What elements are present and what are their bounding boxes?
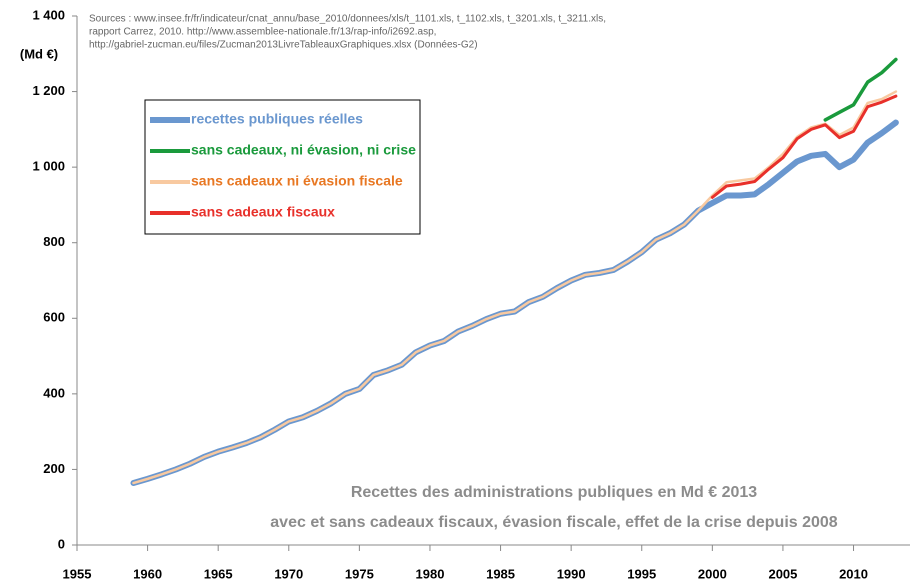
x-tick-label: 1980: [416, 566, 445, 581]
x-tick-label: 1985: [486, 566, 515, 581]
x-tick-label: 1965: [204, 566, 233, 581]
legend-box: [144, 99, 421, 235]
x-tick-label: 1955: [63, 566, 92, 581]
y-tick-label: 800: [43, 234, 65, 249]
x-tick-label: 1975: [345, 566, 374, 581]
y-tick-label: 600: [43, 310, 65, 325]
legend-label: sans cadeaux, ni évasion, ni crise: [191, 142, 416, 158]
series-line: [823, 57, 898, 122]
y-tick-label: 400: [43, 385, 65, 400]
x-tick-label: 1990: [557, 566, 586, 581]
y-tick-label: 1 400: [32, 7, 65, 22]
y-tick-label: 0: [58, 536, 65, 551]
x-tick-label: 2005: [768, 566, 797, 581]
x-tick-label: 1960: [133, 566, 162, 581]
x-tick-label: 1995: [627, 566, 656, 581]
y-tick-label: 200: [43, 461, 65, 476]
x-tick-label: 2010: [839, 566, 868, 581]
y-axis-label: (Md €): [20, 46, 58, 61]
source: rapport Carrez, 2010. http://www.assembl…: [89, 27, 436, 38]
y-tick-label: 1 200: [32, 83, 65, 98]
legend-label: sans cadeaux ni évasion fiscale: [191, 173, 403, 189]
x-tick-label: 2000: [698, 566, 727, 581]
x-tick-label: 1970: [274, 566, 303, 581]
legend-label: sans cadeaux fiscaux: [191, 204, 335, 220]
series-line: [710, 94, 898, 199]
y-tick-label: 1 000: [32, 159, 65, 174]
chart-title: Recettes des administrations publiques e…: [351, 484, 757, 501]
source: Sources : www.insee.fr/fr/indicateur/cna…: [89, 14, 606, 25]
chart-title: avec et sans cadeaux fiscaux, évasion fi…: [270, 514, 838, 531]
legend-label: recettes publiques réelles: [191, 111, 363, 127]
source: http://gabriel-zucman.eu/files/Zucman201…: [89, 40, 478, 51]
